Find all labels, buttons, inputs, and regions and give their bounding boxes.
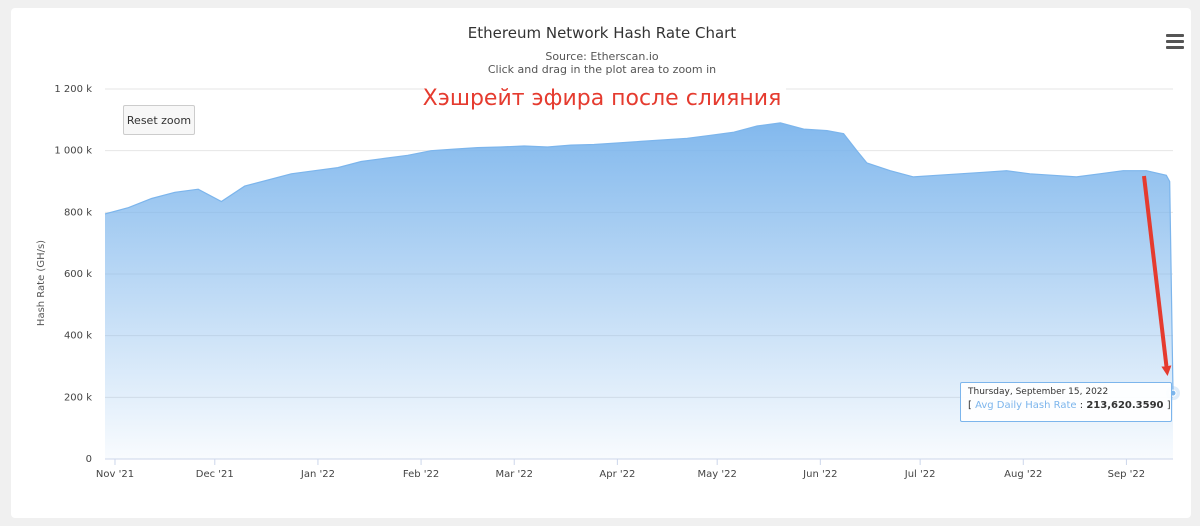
menu-line (1166, 46, 1184, 49)
hash-rate-line (104, 122, 1174, 394)
tooltip-line: [ Avg Daily Hash Rate : 213,620.3590 ] (968, 400, 1171, 411)
x-tick-label: Apr '22 (599, 469, 635, 480)
x-tick-label: Jun '22 (802, 469, 837, 480)
hash-rate-area (105, 122, 1173, 460)
menu-line (1166, 40, 1184, 43)
chart-title: Ethereum Network Hash Rate Chart (468, 24, 737, 42)
y-tick-label: 400 k (64, 331, 92, 342)
y-tick-label: 800 k (64, 207, 92, 218)
chart-subtitle-source: Source: Etherscan.io (545, 50, 659, 63)
y-axis-title: Hash Rate (GH/s) (36, 240, 47, 326)
x-tick-label: May '22 (698, 469, 737, 480)
hamburger-menu-icon[interactable] (1166, 34, 1184, 50)
y-tick-label: 0 (86, 454, 92, 465)
chart-card: 0 200 k 400 k 600 k 800 k 1 000 k 1 200 k Nov '… (11, 8, 1191, 518)
y-tick-label: 200 k (64, 392, 92, 403)
data-tooltip: Thursday, September 15, 2022 [ Avg Daily… (960, 382, 1172, 422)
hash-rate-chart: 0 200 k 400 k 600 k 800 k 1 000 k 1 200 k Nov '… (36, 24, 1180, 480)
x-tick-label: Nov '21 (96, 469, 134, 480)
y-tick-label: 600 k (64, 269, 92, 280)
x-tick-label: Dec '21 (196, 469, 234, 480)
tooltip-date: Thursday, September 15, 2022 (968, 387, 1109, 397)
tooltip-bracket-close: ] (1166, 400, 1171, 411)
x-tick-label: Jul '22 (904, 469, 936, 480)
tooltip-colon: : (1079, 400, 1084, 411)
annotation-arrow (1142, 175, 1172, 376)
tooltip-bracket-open: [ (968, 400, 972, 411)
x-tick-label: Sep '22 (1108, 469, 1146, 480)
merge-annotation: Хэшрейт эфира после слияния (423, 86, 782, 111)
x-tick-label: Feb '22 (403, 469, 439, 480)
x-tick-label: Jan '22 (300, 469, 335, 480)
tooltip-value: 213,620.3590 (1086, 400, 1164, 411)
y-tick-label: 1 000 k (54, 146, 92, 157)
x-tick-label: Aug '22 (1004, 469, 1042, 480)
x-tick-label: Mar '22 (495, 469, 533, 480)
y-tick-label: 1 200 k (54, 84, 92, 95)
chart-subtitle-hint: Click and drag in the plot area to zoom … (488, 63, 716, 76)
reset-zoom-button[interactable]: Reset zoom (123, 105, 195, 135)
menu-line (1166, 34, 1184, 37)
tooltip-series-name: Avg Daily Hash Rate (975, 400, 1077, 411)
annotation-background (424, 85, 786, 115)
